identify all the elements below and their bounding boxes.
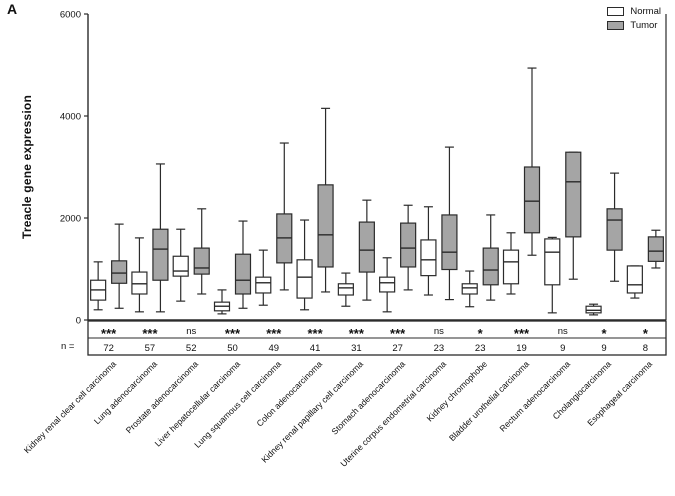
chart-text: 27 [392,343,403,354]
chart-text: 23 [475,343,486,354]
normal-box [626,265,643,299]
chart-text: 41 [310,343,321,354]
chart-text: 9 [601,343,606,354]
chart-text: ns [186,326,196,337]
tumor-box [193,208,210,295]
normal-swatch-icon [607,7,625,16]
normal-box [131,237,148,313]
chart-text: *** [390,326,406,341]
chart-text: *** [142,326,158,341]
tumor-box [482,214,499,301]
tumor-box [234,220,252,309]
normal-box [585,303,602,316]
chart-text: 50 [227,343,238,354]
n-row-label: n = [61,341,75,352]
tumor-box [647,229,664,269]
normal-box [90,261,107,311]
normal-box [172,228,189,302]
chart-text: *** [307,326,323,341]
chart-text: 31 [351,343,362,354]
chart-text: * [643,326,649,341]
chart-text: *** [225,326,241,341]
chart-text: 57 [145,343,156,354]
chart-text: *** [101,326,117,341]
chart-text: 0 [76,316,81,327]
tumor-box [358,199,375,301]
tumor-box [152,163,169,313]
chart-text: 9 [560,343,565,354]
legend-item-tumor: Tumor [607,20,661,31]
chart-text: *** [266,326,282,341]
legend-item-normal: Normal [607,6,661,17]
boxes [90,67,664,316]
chart-text: 52 [186,343,197,354]
tumor-box [276,142,293,291]
normal-box [379,257,396,313]
normal-box [255,249,272,306]
normal-box [213,289,231,315]
normal-box [461,270,478,308]
tumor-box [523,67,541,256]
tumor-box [317,107,334,293]
normal-box [544,236,561,314]
normal-box [296,219,313,311]
legend-label-normal: Normal [630,6,661,17]
legend: Normal Tumor [607,6,661,31]
chart-text: *** [514,326,530,341]
tumor-box [441,146,458,301]
chart-text: * [602,326,608,341]
tumor-box [606,172,623,282]
normal-box [502,232,520,295]
chart-text: * [478,326,484,341]
tumor-box [111,223,128,309]
chart-text: ns [434,326,444,337]
chart-text: 72 [103,343,114,354]
tumor-box [400,204,417,291]
legend-label-tumor: Tumor [630,20,658,31]
normal-box [420,206,437,296]
chart-text: 2000 [60,214,81,225]
stats-table: ***72***57ns52***50***49***41***31***27n… [87,320,667,356]
chart-text: *** [349,326,365,341]
chart-text: 8 [643,343,648,354]
chart-text: 4000 [60,112,81,123]
chart-text: ns [558,326,568,337]
chart-text: 6000 [60,10,81,21]
normal-box [337,272,354,307]
chart-text: 49 [268,343,279,354]
tumor-box [565,151,582,280]
tumor-swatch-icon [607,21,625,30]
axes: 0 2000 4000 6000 [60,10,667,327]
chart-text: 19 [516,343,527,354]
panel-label: A [7,1,18,17]
chart-text: 23 [434,343,445,354]
